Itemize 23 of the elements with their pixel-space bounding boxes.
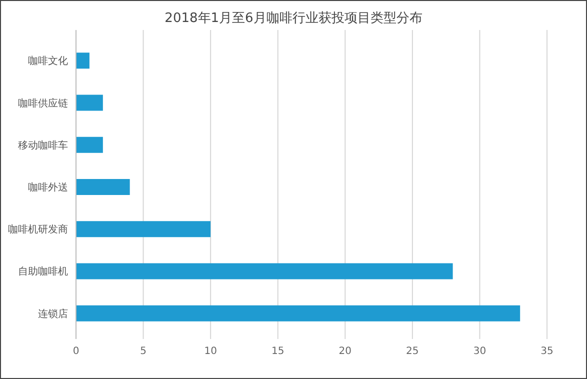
y-tick-label: 自助咖啡机 [18, 266, 68, 278]
x-tick-label: 30 [473, 346, 486, 357]
bar [76, 94, 103, 111]
y-tick-label: 咖啡外送 [28, 182, 68, 194]
y-tick-label: 咖啡供应链 [18, 97, 68, 110]
y-tick-label: 连锁店 [38, 308, 68, 320]
y-tick-label: 咖啡文化 [28, 55, 68, 68]
y-tick-label: 咖啡机研发商 [8, 224, 68, 236]
x-tick-label: 20 [338, 346, 352, 357]
x-tick-label: 15 [271, 346, 284, 357]
x-tick-label: 0 [72, 346, 80, 357]
bar [76, 52, 90, 69]
x-tick-label: 25 [406, 346, 419, 357]
y-tick-label: 移动咖啡车 [18, 139, 68, 152]
bar [76, 305, 520, 322]
chart-title: 2018年1月至6月咖啡行业获投项目类型分布 [164, 11, 422, 26]
bar [76, 136, 103, 153]
x-tick-label: 35 [540, 346, 554, 357]
bar [76, 221, 211, 238]
bar [76, 178, 130, 196]
x-tick-label: 5 [140, 346, 146, 357]
bar [76, 263, 453, 280]
x-tick-label: 10 [204, 346, 217, 357]
